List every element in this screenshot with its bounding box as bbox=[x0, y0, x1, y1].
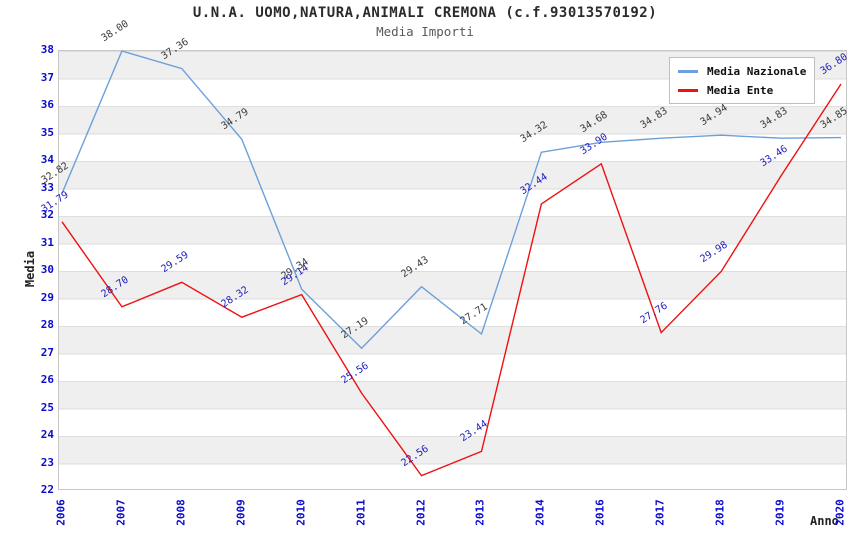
legend-label: Media Ente bbox=[707, 84, 774, 97]
x-tick-label: 2006 bbox=[54, 499, 68, 526]
y-tick-label: 25 bbox=[40, 400, 54, 414]
x-tick-label: 2007 bbox=[114, 499, 128, 526]
y-tick-label: 29 bbox=[40, 290, 54, 304]
y-tick-label: 27 bbox=[40, 345, 54, 359]
legend-item: Media Ente bbox=[678, 84, 806, 97]
x-tick-label: 2014 bbox=[533, 499, 547, 526]
y-tick-label: 36 bbox=[40, 98, 54, 111]
chart-title: U.N.A. UOMO,NATURA,ANIMALI CREMONA (c.f.… bbox=[192, 5, 658, 21]
legend-label: Media Nazionale bbox=[707, 65, 807, 78]
x-tick-label: 2013 bbox=[473, 499, 487, 526]
y-tick-label: 33 bbox=[40, 180, 54, 194]
chart-subtitle: Media Importi bbox=[376, 24, 474, 39]
y-tick-label: 30 bbox=[40, 263, 54, 276]
y-tick-label: 31 bbox=[40, 235, 54, 249]
y-tick-label: 22 bbox=[40, 483, 54, 496]
series-line-media-nazionale bbox=[61, 50, 842, 350]
y-tick-label: 37 bbox=[40, 70, 54, 84]
series-line-media-ente bbox=[61, 83, 842, 477]
x-tick-label: 2020 bbox=[833, 499, 847, 526]
y-tick-label: 34 bbox=[40, 153, 54, 166]
y-tick-label: 26 bbox=[40, 373, 54, 386]
y-tick-label: 38 bbox=[40, 43, 54, 56]
x-tick-label: 2009 bbox=[234, 499, 248, 526]
y-tick-label: 28 bbox=[40, 318, 54, 331]
x-tick-label: 2010 bbox=[294, 499, 308, 526]
y-tick-label: 23 bbox=[40, 455, 54, 469]
legend-line-swatch bbox=[678, 70, 698, 73]
x-tick-label: 2011 bbox=[354, 499, 368, 526]
x-tick-label: 2012 bbox=[414, 499, 428, 526]
x-tick-label: 2018 bbox=[713, 499, 727, 526]
x-tick-label: 2017 bbox=[653, 499, 667, 526]
x-axis-title: Anno bbox=[810, 514, 839, 528]
series-lines bbox=[61, 50, 842, 477]
x-tick-label: 2019 bbox=[773, 499, 787, 526]
legend: Media Nazionale Media Ente bbox=[669, 57, 815, 104]
legend-item: Media Nazionale bbox=[678, 65, 806, 78]
legend-line-swatch bbox=[678, 89, 698, 92]
plot-area bbox=[58, 50, 847, 490]
y-tick-label: 24 bbox=[40, 428, 54, 441]
x-tick-label: 2008 bbox=[174, 499, 188, 526]
x-tick-label: 2016 bbox=[593, 499, 607, 526]
y-tick-label: 32 bbox=[40, 208, 54, 221]
y-tick-label: 35 bbox=[40, 125, 54, 139]
